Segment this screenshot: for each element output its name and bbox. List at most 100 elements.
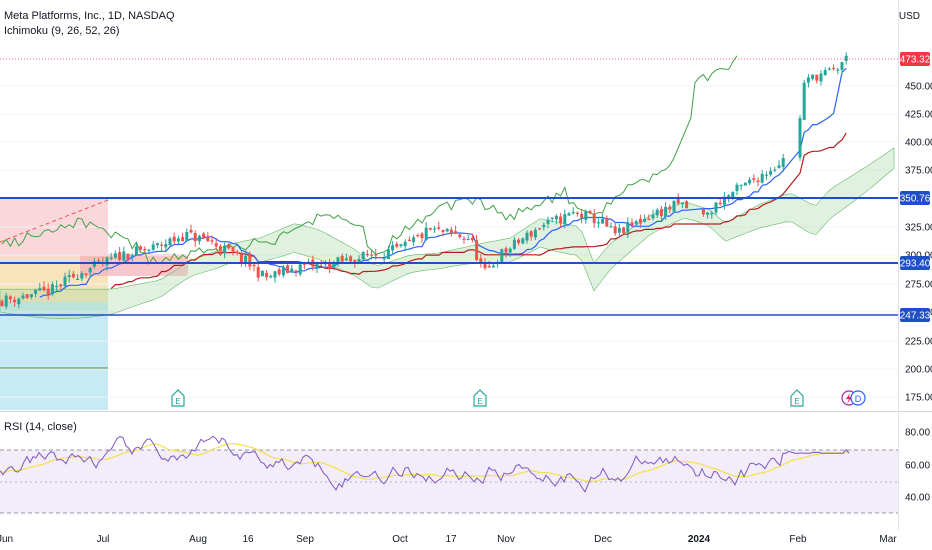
candle xyxy=(273,271,277,283)
candle xyxy=(176,235,180,246)
candle xyxy=(231,246,235,256)
svg-text:293.40: 293.40 xyxy=(900,259,931,270)
candle xyxy=(739,184,743,191)
svg-text:E: E xyxy=(175,397,180,406)
candle xyxy=(643,214,647,223)
candle xyxy=(244,250,248,268)
symbol-title[interactable]: Meta Platforms, Inc., 1D, NASDAQ xyxy=(4,10,175,22)
candle xyxy=(781,153,785,172)
earnings-marker[interactable]: E xyxy=(473,389,487,407)
candle xyxy=(470,233,474,243)
candle xyxy=(80,271,84,282)
time-tick-label: 2024 xyxy=(688,534,711,545)
candle xyxy=(512,236,516,251)
candle xyxy=(508,247,512,257)
level-tag-293: 293.40 xyxy=(900,256,931,270)
candle xyxy=(575,211,579,217)
time-tick-label: Jun xyxy=(0,534,13,545)
candle xyxy=(59,284,63,290)
time-tick-label: Oct xyxy=(392,534,408,545)
rsi-legend[interactable]: RSI (14, close) xyxy=(4,421,77,433)
candle xyxy=(722,191,726,210)
candle xyxy=(777,160,781,169)
candle xyxy=(0,299,4,307)
candle xyxy=(328,258,332,273)
rsi-line xyxy=(0,435,850,493)
candle xyxy=(580,210,584,224)
candle xyxy=(832,64,836,71)
candle xyxy=(21,292,25,300)
candle xyxy=(50,281,54,296)
svg-text:E: E xyxy=(794,397,799,406)
candle xyxy=(42,281,46,292)
earnings-marker[interactable]: E xyxy=(171,389,185,407)
price-grid xyxy=(0,85,898,398)
candle xyxy=(500,248,504,264)
candle xyxy=(601,213,605,224)
time-axis[interactable]: Jun Jul Aug 16 Sep Oct 17 Nov Dec 2024 Feb Mar xyxy=(0,534,897,545)
price-tick-label: 425.00 xyxy=(905,110,932,121)
candle xyxy=(374,249,378,260)
candle xyxy=(403,239,407,252)
candle xyxy=(29,294,33,300)
candle xyxy=(525,230,529,244)
time-tick-label: Dec xyxy=(594,534,612,545)
candle xyxy=(538,227,542,231)
candle xyxy=(483,258,487,271)
candle xyxy=(290,264,294,273)
currency-label[interactable]: USD xyxy=(898,11,920,22)
candle xyxy=(521,237,525,245)
short-position-loss-zone[interactable] xyxy=(0,198,108,260)
candle xyxy=(206,231,210,242)
candle xyxy=(844,52,848,65)
candle xyxy=(76,274,80,280)
candle xyxy=(592,209,596,228)
candle xyxy=(441,229,445,237)
candle xyxy=(714,201,718,216)
candle xyxy=(252,264,256,272)
rsi-axis[interactable]: 80.00 60.00 40.00 xyxy=(905,428,930,504)
candle xyxy=(202,231,206,240)
candle xyxy=(659,206,663,222)
candle xyxy=(416,233,420,238)
candle xyxy=(567,211,571,216)
candle xyxy=(802,79,806,120)
rsi-tick-label: 80.00 xyxy=(905,428,930,439)
candle xyxy=(664,201,668,221)
candle xyxy=(449,226,453,237)
candle xyxy=(25,294,29,299)
candle xyxy=(214,238,218,251)
candle xyxy=(840,61,844,75)
candle xyxy=(122,246,126,264)
time-tick-label: 16 xyxy=(242,534,254,545)
price-axis[interactable]: 450.00425.00400.00375.00325.00300.00275.… xyxy=(905,82,932,404)
candle xyxy=(344,253,348,261)
candle xyxy=(109,252,113,261)
ichimoku-lagging-span xyxy=(1,55,738,266)
svg-text:247.33: 247.33 xyxy=(900,311,931,322)
candle xyxy=(584,209,588,224)
candle xyxy=(823,67,827,76)
candle xyxy=(647,214,651,221)
candle xyxy=(160,241,164,252)
time-tick-label: 17 xyxy=(445,534,457,545)
candle xyxy=(609,222,613,228)
candle xyxy=(210,235,214,245)
candle xyxy=(710,210,714,219)
candle xyxy=(676,193,680,206)
dividend-marker[interactable]: D xyxy=(850,390,866,406)
candle xyxy=(412,234,416,246)
candle xyxy=(458,233,462,240)
candle xyxy=(617,223,621,238)
level-tag-247: 247.33 xyxy=(900,308,931,322)
candle xyxy=(277,267,281,277)
ichimoku-legend[interactable]: Ichimoku (9, 26, 52, 26) xyxy=(4,25,120,37)
svg-text:473.32: 473.32 xyxy=(900,55,931,66)
earnings-marker[interactable]: E xyxy=(790,389,804,407)
candle xyxy=(731,191,735,201)
candle xyxy=(13,296,17,307)
price-tick-label: 325.00 xyxy=(905,223,932,234)
candle xyxy=(433,226,437,233)
price-tick-label: 275.00 xyxy=(905,280,932,291)
